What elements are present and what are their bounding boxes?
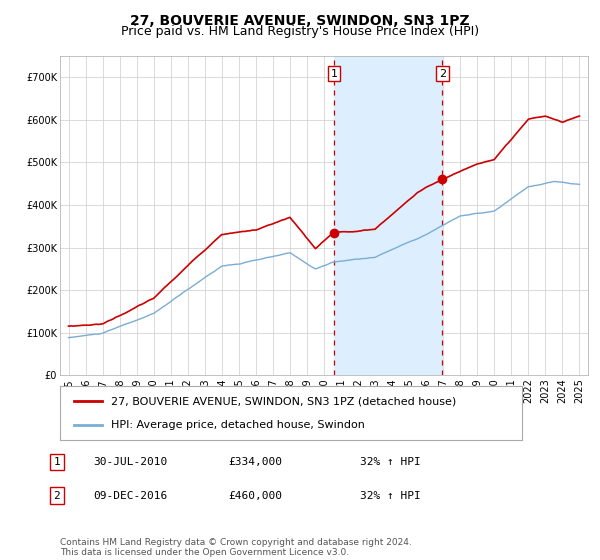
Text: 32% ↑ HPI: 32% ↑ HPI [360, 491, 421, 501]
Text: 32% ↑ HPI: 32% ↑ HPI [360, 457, 421, 467]
Text: £334,000: £334,000 [228, 457, 282, 467]
Text: Price paid vs. HM Land Registry's House Price Index (HPI): Price paid vs. HM Land Registry's House … [121, 25, 479, 38]
Text: 1: 1 [53, 457, 61, 467]
Text: 2: 2 [53, 491, 61, 501]
Text: Contains HM Land Registry data © Crown copyright and database right 2024.
This d: Contains HM Land Registry data © Crown c… [60, 538, 412, 557]
Text: 27, BOUVERIE AVENUE, SWINDON, SN3 1PZ: 27, BOUVERIE AVENUE, SWINDON, SN3 1PZ [130, 14, 470, 28]
Text: 09-DEC-2016: 09-DEC-2016 [93, 491, 167, 501]
Text: 27, BOUVERIE AVENUE, SWINDON, SN3 1PZ (detached house): 27, BOUVERIE AVENUE, SWINDON, SN3 1PZ (d… [111, 396, 456, 407]
Text: HPI: Average price, detached house, Swindon: HPI: Average price, detached house, Swin… [111, 419, 365, 430]
Text: 30-JUL-2010: 30-JUL-2010 [93, 457, 167, 467]
Bar [334, 56, 442, 375]
Text: £460,000: £460,000 [228, 491, 282, 501]
Text: 1: 1 [331, 68, 337, 78]
Text: 2: 2 [439, 68, 446, 78]
